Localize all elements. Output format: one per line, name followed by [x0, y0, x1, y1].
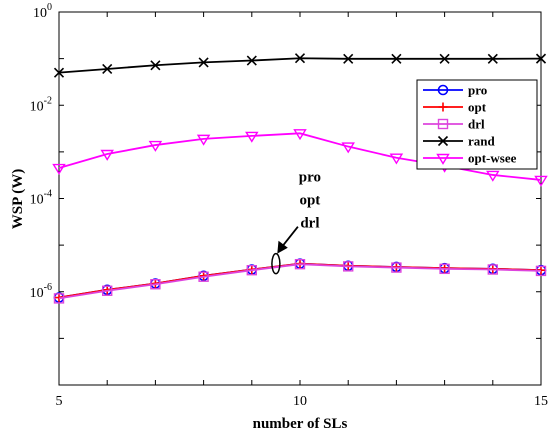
data-point-opt-wsee: [534, 175, 548, 187]
data-point-drl: [246, 264, 258, 276]
y-tick-label: 10-4: [30, 189, 52, 208]
data-point-opt-wsee: [293, 129, 307, 141]
annotation-label: pro: [299, 170, 321, 186]
legend-item-drl: drl: [423, 117, 485, 132]
data-point-drl: [343, 261, 354, 272]
data-point-rand: [294, 53, 306, 64]
data-point-rand: [391, 53, 402, 64]
legend-label: pro: [468, 83, 487, 98]
legend-label: drl: [468, 117, 485, 132]
data-point-rand: [439, 53, 450, 64]
y-tick-base: 10: [30, 193, 44, 208]
data-point-rand: [487, 53, 498, 64]
y-tick-exponent: 0: [47, 2, 52, 13]
series-layer: [52, 53, 548, 304]
data-point-opt-wsee: [486, 170, 500, 182]
data-point-drl: [101, 285, 113, 296]
legend: pro opt drl rand opt-wsee: [416, 79, 538, 170]
data-point-drl: [294, 258, 306, 270]
data-point-drl: [150, 279, 161, 290]
annotation-label: opt: [299, 193, 320, 209]
y-tick-label: 10-2: [30, 95, 52, 114]
data-point-rand: [246, 55, 257, 66]
y-tick-base: 10: [30, 99, 44, 114]
annotation-label: drl: [300, 216, 319, 232]
data-point-opt-wsee: [245, 131, 259, 143]
data-point-rand: [150, 60, 161, 71]
legend-item-opt-wsee: opt-wsee: [423, 151, 517, 166]
annotation-ellipse: [271, 252, 281, 275]
y-tick-base: 10: [33, 6, 47, 21]
y-tick-exponent: -4: [44, 189, 52, 200]
legend-item-pro: pro: [423, 83, 487, 98]
x-tick-label: 5: [56, 394, 63, 409]
data-point-opt-wsee: [196, 134, 211, 146]
y-tick-base: 10: [30, 286, 44, 301]
data-point-opt-wsee: [100, 149, 114, 161]
series-line-drl: [58, 263, 542, 300]
x-axis-ticks: 5 10 15: [56, 12, 548, 409]
data-point-drl: [53, 293, 65, 304]
x-tick-label: 15: [534, 394, 548, 409]
series-drl: [53, 258, 547, 304]
legend-marker: [437, 118, 449, 130]
data-point-rand: [102, 63, 113, 75]
data-point-rand: [343, 53, 354, 64]
data-point-rand: [53, 67, 65, 78]
legend-marker: [438, 102, 448, 112]
plot-area: [58, 11, 542, 386]
legend-item-opt: opt: [423, 100, 487, 115]
legend-label: opt-wsee: [468, 151, 517, 166]
annotation-arrowhead: [277, 240, 288, 254]
y-tick-label: 100: [33, 2, 52, 21]
x-axis-label: number of SLs: [253, 416, 348, 432]
data-point-opt-wsee: [389, 153, 404, 165]
data-point-drl: [535, 265, 547, 277]
data-point-drl: [198, 271, 209, 282]
data-point-rand: [535, 53, 547, 64]
data-point-drl: [391, 262, 402, 273]
legend-items: pro opt drl rand opt-wsee: [423, 83, 517, 166]
legend-marker: [436, 153, 450, 165]
data-point-drl: [487, 264, 498, 275]
y-axis-label: WSP (W): [10, 169, 26, 229]
annotation: pro opt drl: [271, 170, 321, 275]
y-tick-exponent: -6: [44, 282, 52, 293]
legend-item-rand: rand: [423, 134, 496, 149]
data-point-opt-wsee: [341, 142, 355, 154]
data-point-drl: [439, 263, 450, 275]
data-point-opt-wsee: [52, 163, 66, 175]
data-point-rand: [198, 57, 209, 68]
legend-marker: [437, 84, 449, 96]
y-tick-exponent: -2: [44, 95, 52, 106]
x-tick-label: 10: [293, 394, 307, 409]
data-point-opt-wsee: [148, 140, 163, 152]
legend-label: opt: [468, 100, 487, 115]
legend-label: rand: [468, 134, 496, 149]
series-rand: [53, 53, 547, 78]
y-tick-label: 10-6: [30, 282, 52, 301]
legend-marker: [437, 135, 449, 147]
